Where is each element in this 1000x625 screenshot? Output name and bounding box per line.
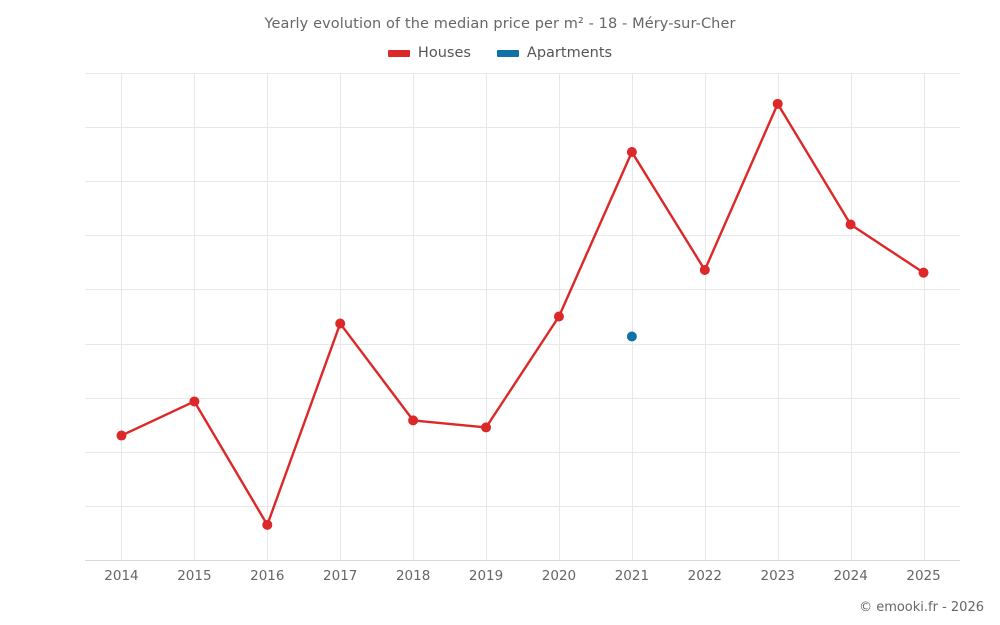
gridline-horizontal — [85, 73, 960, 74]
gridline-vertical — [267, 73, 269, 560]
x-axis-tick-label: 2020 — [541, 568, 577, 584]
data-point-houses-2023[interactable] — [772, 98, 783, 109]
gridline-horizontal — [85, 343, 960, 345]
x-axis-tick-label: 2025 — [906, 568, 941, 584]
gridline-horizontal — [85, 235, 960, 237]
x-axis-tick-label: 2016 — [250, 568, 285, 584]
plot-area — [85, 73, 960, 560]
legend-item-apartments[interactable]: Apartments — [496, 45, 613, 61]
gridline-vertical — [486, 73, 488, 560]
x-axis-tick-label: 2017 — [323, 568, 358, 584]
legend-item-houses[interactable]: Houses — [387, 45, 471, 61]
gridline-horizontal — [85, 289, 960, 291]
data-point-houses-2024[interactable] — [845, 219, 856, 230]
x-axis-tick-label: 2015 — [177, 568, 212, 584]
gridline-vertical — [194, 73, 196, 560]
legend-label: Apartments — [526, 45, 613, 61]
footer-credit: © emooki.fr - 2026 — [859, 600, 984, 615]
gridline-horizontal — [85, 451, 960, 453]
data-point-houses-2015[interactable] — [189, 396, 200, 407]
data-point-houses-2020[interactable] — [553, 311, 564, 322]
gridline-vertical — [704, 73, 706, 560]
data-point-houses-2022[interactable] — [699, 264, 710, 275]
x-axis-tick-label: 2021 — [614, 568, 650, 584]
data-point-houses-2014[interactable] — [116, 430, 127, 441]
gridline-vertical — [121, 73, 123, 560]
legend-label: Houses — [417, 45, 471, 61]
data-point-houses-2017[interactable] — [335, 318, 346, 329]
x-axis-tick-label: 2019 — [468, 568, 504, 584]
x-axis-tick-label: 2023 — [760, 568, 795, 584]
gridline-horizontal — [85, 505, 960, 507]
gridline-vertical — [850, 73, 852, 560]
chart-title: Yearly evolution of the median price per… — [264, 16, 736, 32]
gridline-vertical — [631, 73, 633, 560]
gridline-vertical — [413, 73, 415, 560]
x-axis-tick-label: 2022 — [687, 568, 722, 584]
data-point-apartments-2021[interactable] — [626, 331, 637, 342]
gridline-horizontal — [85, 127, 960, 129]
legend-swatch-icon — [387, 49, 410, 57]
x-axis-line — [85, 560, 960, 561]
gridline-horizontal — [85, 397, 960, 399]
data-point-houses-2021[interactable] — [626, 147, 637, 158]
chart-legend: Houses Apartments — [0, 45, 1000, 61]
data-point-houses-2016[interactable] — [262, 519, 273, 530]
gridline-vertical — [777, 73, 779, 560]
data-point-houses-2018[interactable] — [408, 415, 419, 426]
gridline-horizontal — [85, 181, 960, 183]
x-axis-tick-label: 2018 — [395, 568, 431, 584]
gridline-vertical — [923, 73, 925, 560]
legend-swatch-icon — [496, 49, 519, 57]
x-axis-tick-label: 2024 — [833, 568, 868, 584]
x-axis-tick-label: 2014 — [104, 568, 139, 584]
gridline-vertical — [340, 73, 342, 560]
data-point-houses-2019[interactable] — [481, 422, 492, 433]
data-point-houses-2025[interactable] — [918, 267, 929, 278]
